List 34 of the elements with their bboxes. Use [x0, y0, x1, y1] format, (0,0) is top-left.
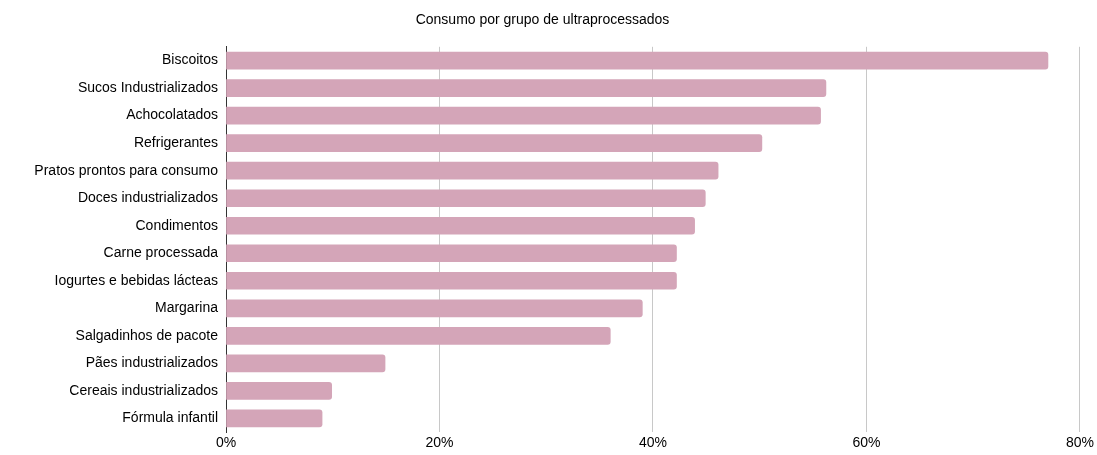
y-tick-label: Cereais industrializados — [69, 381, 218, 398]
bar — [226, 244, 677, 263]
y-tick-label: Fórmula infantil — [122, 409, 218, 426]
y-tick-label: Pães industrializados — [85, 354, 218, 371]
y-tick-label: Condimentos — [135, 216, 218, 233]
y-tick-label: Margarina — [154, 299, 219, 316]
bar — [226, 271, 677, 290]
y-tick-label: Salgadinhos de pacote — [75, 326, 219, 343]
y-tick-label: Achocolatados — [126, 106, 218, 123]
bar — [226, 189, 706, 208]
bar — [226, 216, 695, 235]
chart-title: Consumo por grupo de ultraprocessados — [415, 11, 670, 28]
y-tick-label: Doces industrializados — [77, 189, 218, 206]
bar — [226, 79, 827, 97]
bar — [226, 327, 611, 345]
x-tick-label: 80% — [1065, 434, 1095, 451]
bar — [226, 106, 821, 125]
x-tick-label: 0% — [215, 434, 237, 451]
x-tick-label: 40% — [638, 434, 668, 451]
bar — [226, 354, 386, 373]
y-tick-label: Sucos Industrializados — [77, 78, 218, 95]
bar — [226, 134, 763, 152]
bar — [226, 299, 643, 318]
bar — [226, 161, 719, 180]
y-tick-label: Iogurtes e bebidas lácteas — [54, 271, 218, 288]
x-tick-label: 20% — [425, 434, 454, 451]
y-tick-label: Refrigerantes — [133, 134, 218, 151]
y-tick-label: Carne processada — [103, 244, 219, 261]
bar — [226, 382, 333, 400]
y-tick-label: Biscoitos — [161, 51, 218, 68]
bar — [226, 409, 323, 428]
x-tick-label: 60% — [852, 434, 881, 451]
y-tick-label: Pratos prontos para consumo — [34, 161, 219, 178]
bar — [226, 51, 1049, 70]
